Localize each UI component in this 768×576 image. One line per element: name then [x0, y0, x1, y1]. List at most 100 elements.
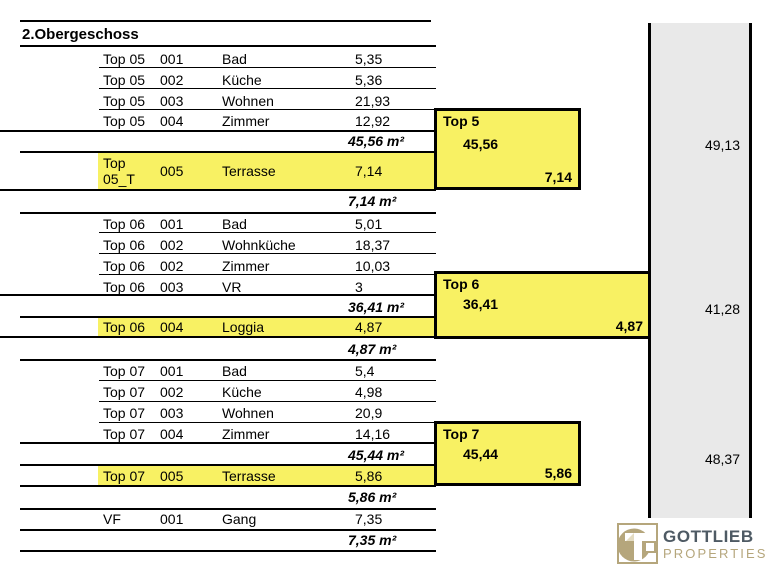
subtotal-row: 45,56 m²: [348, 133, 405, 149]
cell-num: 002: [160, 258, 184, 274]
table-row: Top 06 001 Bad 5,01: [0, 216, 436, 233]
cell-value: 4,98: [355, 384, 383, 400]
summary-box-label: Top 6: [443, 276, 480, 292]
cell-num: 003: [160, 93, 184, 109]
table-row: Top 05 002 Küche 5,36: [0, 72, 436, 89]
logo-text: GOTTLIEB PROPERTIES: [663, 527, 768, 561]
cell-top: Top 05: [103, 72, 146, 88]
cell-top: Top 06: [103, 237, 146, 253]
cell-top: Top 07: [103, 405, 146, 421]
logo-wordmark: GOTTLIEB: [663, 527, 754, 546]
table-row: Top 06 002 Zimmer 10,03: [0, 258, 436, 275]
cell-value: 20,9: [355, 405, 383, 421]
subtotal-row: 7,35 m²: [348, 532, 397, 548]
cell-num: 004: [160, 319, 184, 335]
cell-num: 005: [160, 468, 184, 484]
cell-room: Wohnküche: [222, 237, 296, 253]
cell-top: Top 06: [103, 279, 146, 295]
table-row: Top 05 003 Wohnen 21,93: [0, 93, 436, 110]
cell-value: 3: [355, 279, 363, 295]
table-row: Top 06 002 Wohnküche 18,37: [0, 237, 436, 254]
table-row: VF 001 Gang 7,35: [0, 511, 436, 528]
cell-num: 004: [160, 426, 184, 442]
subtotal-row: 7,14 m²: [348, 193, 397, 209]
summary-box-extra: 7,14: [544, 169, 572, 185]
cell-top: Top 05: [103, 51, 146, 67]
cell-value: 18,37: [355, 237, 391, 253]
cell-num: 003: [160, 279, 184, 295]
table-row: Top 06 003 VR 3: [0, 279, 436, 296]
cell-room: Zimmer: [222, 258, 270, 274]
subtotal-row: 4,87 m²: [348, 341, 397, 357]
cell-num: 004: [160, 113, 184, 129]
cell-top: VF: [103, 511, 121, 527]
rule: [0, 189, 436, 191]
cell-num: 005: [160, 163, 184, 179]
cell-value: 5,01: [355, 216, 383, 232]
cell-room: Wohnen: [222, 93, 274, 109]
highlight-row: Top 05_T 005 Terrasse 7,14: [0, 155, 436, 189]
rule: [0, 336, 436, 338]
cell-value: 5,35: [355, 51, 383, 67]
cell-top: Top 05: [103, 113, 146, 129]
cell-num: 002: [160, 384, 184, 400]
rule: [99, 401, 436, 402]
gottlieb-logo-icon: [617, 523, 658, 564]
rule: [99, 109, 436, 110]
total-value: 48,37: [704, 451, 740, 467]
rule: [20, 550, 436, 552]
cell-value: 5,36: [355, 72, 383, 88]
cell-room: Zimmer: [222, 426, 270, 442]
total-value: 41,28: [704, 301, 740, 317]
rule: [99, 422, 436, 423]
cell-num: 001: [160, 216, 184, 232]
cell-top: Top 07: [103, 468, 146, 484]
rule: [0, 130, 436, 132]
cell-num: 002: [160, 72, 184, 88]
gottlieb-logo: GOTTLIEB PROPERTIES: [614, 521, 768, 567]
subtotal-row: 45,44 m²: [348, 447, 405, 463]
cell-room: Bad: [222, 51, 247, 67]
cell-room: Küche: [222, 72, 262, 88]
rule: [20, 212, 436, 214]
rule: [99, 88, 436, 89]
subtotal-row: 5,86 m²: [348, 489, 397, 505]
summary-box-top7: Top 7 45,44 5,86: [434, 421, 581, 486]
cell-room: Bad: [222, 216, 247, 232]
rule: [20, 45, 436, 47]
cell-value: 10,03: [355, 258, 391, 274]
highlight-row: Top 06 004 Loggia 4,87: [0, 319, 436, 336]
cell-room: Terrasse: [222, 163, 276, 179]
cell-room: Gang: [222, 511, 257, 527]
rule: [99, 253, 436, 254]
summary-box-label: Top 5: [443, 113, 480, 129]
cell-value: 7,14: [355, 163, 383, 179]
cell-value: 5,86: [355, 468, 383, 484]
highlight-bg-top05: [98, 153, 436, 189]
cell-top: Top 07: [103, 426, 146, 442]
summary-box-extra: 4,87: [615, 318, 643, 334]
cell-room: Küche: [222, 384, 262, 400]
cell-value: 4,87: [355, 319, 383, 335]
cell-value: 14,16: [355, 426, 391, 442]
summary-box-area: 45,56: [463, 136, 499, 152]
rule: [20, 20, 431, 22]
table-row: Top 05 001 Bad 5,35: [0, 51, 436, 68]
rule: [99, 380, 436, 381]
subtotal-row: 36,41 m²: [348, 299, 405, 315]
total-value: 49,13: [704, 137, 740, 153]
cell-room: Bad: [222, 363, 247, 379]
cell-room: Zimmer: [222, 113, 270, 129]
rule: [20, 529, 436, 531]
summary-box-area: 45,44: [463, 446, 499, 462]
cell-value: 21,93: [355, 93, 391, 109]
cell-value: 7,35: [355, 511, 383, 527]
cell-top: Top 07: [103, 363, 146, 379]
cell-top: Top 05_T: [103, 155, 135, 187]
rule: [20, 464, 436, 466]
table-row: Top 07 003 Wohnen 20,9: [0, 405, 436, 422]
table-row: Top 05 004 Zimmer 12,92: [0, 113, 436, 130]
cell-num: 003: [160, 405, 184, 421]
summary-box-top6: Top 6 36,41 4,87: [434, 271, 652, 339]
highlight-bg-top06: [98, 318, 436, 336]
